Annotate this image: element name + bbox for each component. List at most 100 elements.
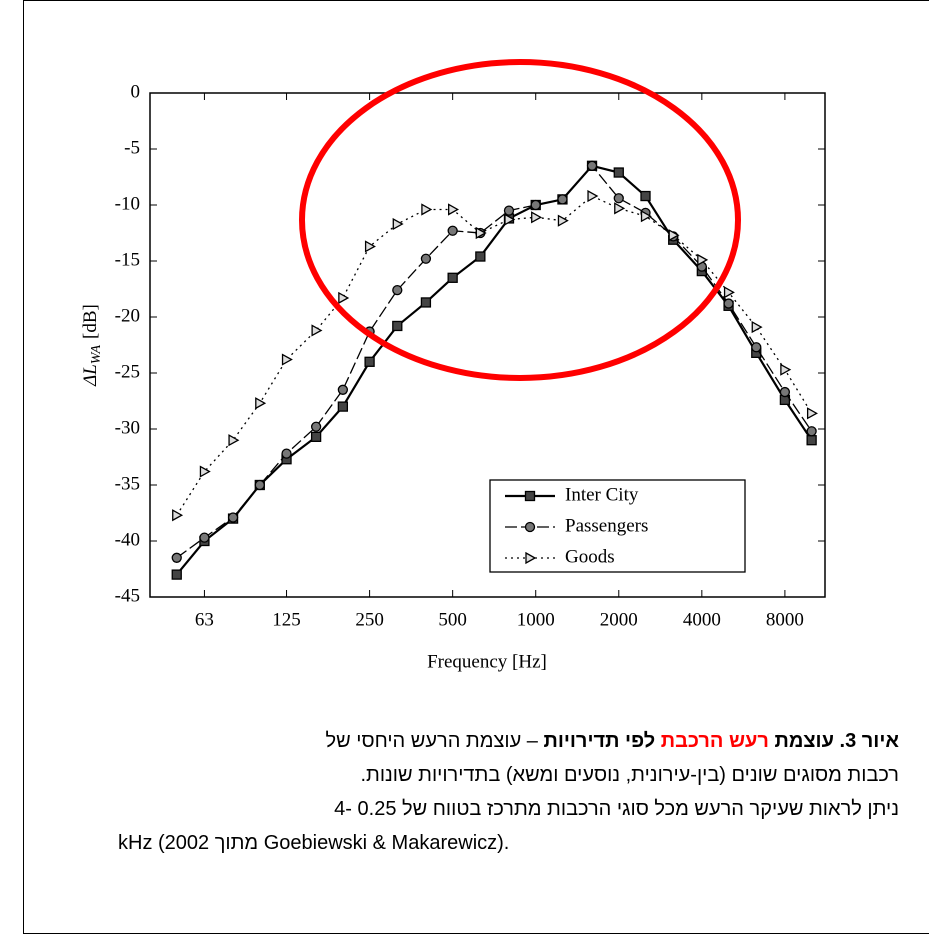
y-tick-label: -40: [115, 529, 140, 550]
marker: [751, 342, 762, 353]
marker: [614, 202, 626, 215]
marker: [504, 213, 516, 226]
legend-marker: [524, 490, 536, 502]
marker: [557, 194, 568, 205]
marker: [255, 397, 267, 410]
marker: [640, 210, 652, 223]
caption-bold: איור 3. עוצמת: [774, 730, 900, 752]
marker: [613, 167, 624, 178]
marker: [310, 421, 322, 432]
marker: [392, 320, 403, 332]
y-tick-label: -35: [115, 473, 140, 494]
series-line: [176, 195, 813, 516]
x-tick-label: 4000: [683, 609, 721, 630]
x-axis-label: Frequency [Hz]: [427, 651, 547, 672]
legend-label: Passengers: [565, 515, 648, 536]
marker: [530, 199, 541, 211]
marker: [171, 552, 182, 563]
marker: [364, 240, 376, 253]
y-tick-label: 0: [131, 81, 141, 102]
plot-layer: 0 -5 -10 -15 -20 -25 -30 -35 -40 -45 63 125 250 500 10…: [115, 81, 825, 630]
marker: [254, 479, 265, 491]
marker: [475, 226, 487, 240]
legend-marker: [524, 521, 536, 533]
x-tick-label: 125: [272, 609, 301, 630]
marker: [723, 298, 734, 309]
marker: [172, 509, 184, 522]
marker: [199, 532, 210, 543]
highlight-ellipse: [299, 59, 741, 381]
marker: [281, 448, 292, 459]
marker: [640, 190, 651, 202]
marker: [668, 229, 680, 242]
marker: [392, 284, 403, 296]
marker: [475, 251, 486, 262]
marker: [587, 189, 599, 203]
marker: [806, 426, 817, 437]
marker: [227, 512, 239, 523]
marker: [503, 205, 515, 216]
y-label-unit: [dB]: [80, 304, 101, 339]
legend: Inter City Passengers Goods: [489, 479, 746, 573]
frame: [23, 0, 929, 934]
chart: 0 -5 -10 -15 -20 -25 -30 -35 -40 -45 63 125 250 500 10…: [80, 59, 826, 672]
marker: [337, 384, 349, 395]
marker: [448, 203, 459, 216]
x-tick-label: 2000: [600, 609, 638, 630]
caption-line: איור 3. עוצמת רעש הרכבת לפי תדירויות – ע…: [326, 730, 899, 753]
marker: [697, 253, 709, 266]
y-tick-label: -45: [115, 585, 140, 606]
marker: [806, 435, 817, 446]
y-tick-label: -30: [115, 417, 140, 438]
marker: [310, 431, 322, 442]
y-label-sub: WA: [89, 344, 104, 364]
marker: [586, 160, 598, 171]
marker: [420, 297, 432, 308]
marker: [613, 193, 624, 204]
marker: [780, 363, 792, 376]
marker: [421, 203, 433, 216]
y-tick-label: -15: [115, 249, 140, 270]
caption-line: ניתן לראות שעיקר הרעש מכל סוגי הרכבות מת…: [334, 798, 899, 820]
marker: [751, 320, 763, 334]
plot-frame: [149, 92, 826, 598]
marker: [723, 286, 735, 299]
caption-bold: לפי תדירויות: [543, 730, 656, 752]
y-tick-label: -10: [115, 193, 140, 214]
y-tick-label: -20: [115, 305, 140, 326]
caption-highlight: רעש הרכבת: [660, 730, 769, 752]
x-tick-label: 1000: [517, 609, 555, 630]
marker: [447, 272, 458, 283]
y-axis-label: ΔLWA [dB]: [80, 304, 104, 387]
legend-label: Inter City: [565, 484, 639, 505]
legend-label: Goods: [565, 546, 615, 567]
marker: [228, 434, 240, 447]
caption-line: רכבות מסוגים שונים (בין-עירונית, נוסעים …: [360, 764, 899, 786]
y-tick-label: -25: [115, 361, 140, 382]
marker: [806, 407, 818, 420]
marker: [420, 253, 432, 264]
marker: [311, 324, 323, 337]
marker: [199, 465, 211, 478]
x-tick-label: 250: [355, 609, 384, 630]
marker: [392, 217, 404, 231]
marker: [338, 291, 350, 305]
x-tick-label: 500: [438, 609, 467, 630]
marker: [364, 356, 375, 367]
y-label-main: ΔL: [80, 364, 101, 387]
series-line: [176, 164, 813, 559]
marker: [779, 386, 791, 398]
marker: [337, 401, 349, 412]
x-tick-label: 8000: [766, 609, 804, 630]
marker: [557, 214, 569, 227]
y-tick-label: -5: [124, 137, 140, 158]
marker: [171, 569, 182, 580]
caption-text: – עוצמת הרעש היחסי של: [325, 730, 538, 752]
caption-line: kHz (מתוך 2002 Goebiewski & Makarewicz).: [118, 832, 510, 854]
marker: [531, 211, 543, 224]
marker: [281, 353, 293, 366]
marker: [447, 225, 458, 236]
x-tick-label: 63: [195, 609, 214, 630]
legend-marker: [525, 551, 537, 565]
